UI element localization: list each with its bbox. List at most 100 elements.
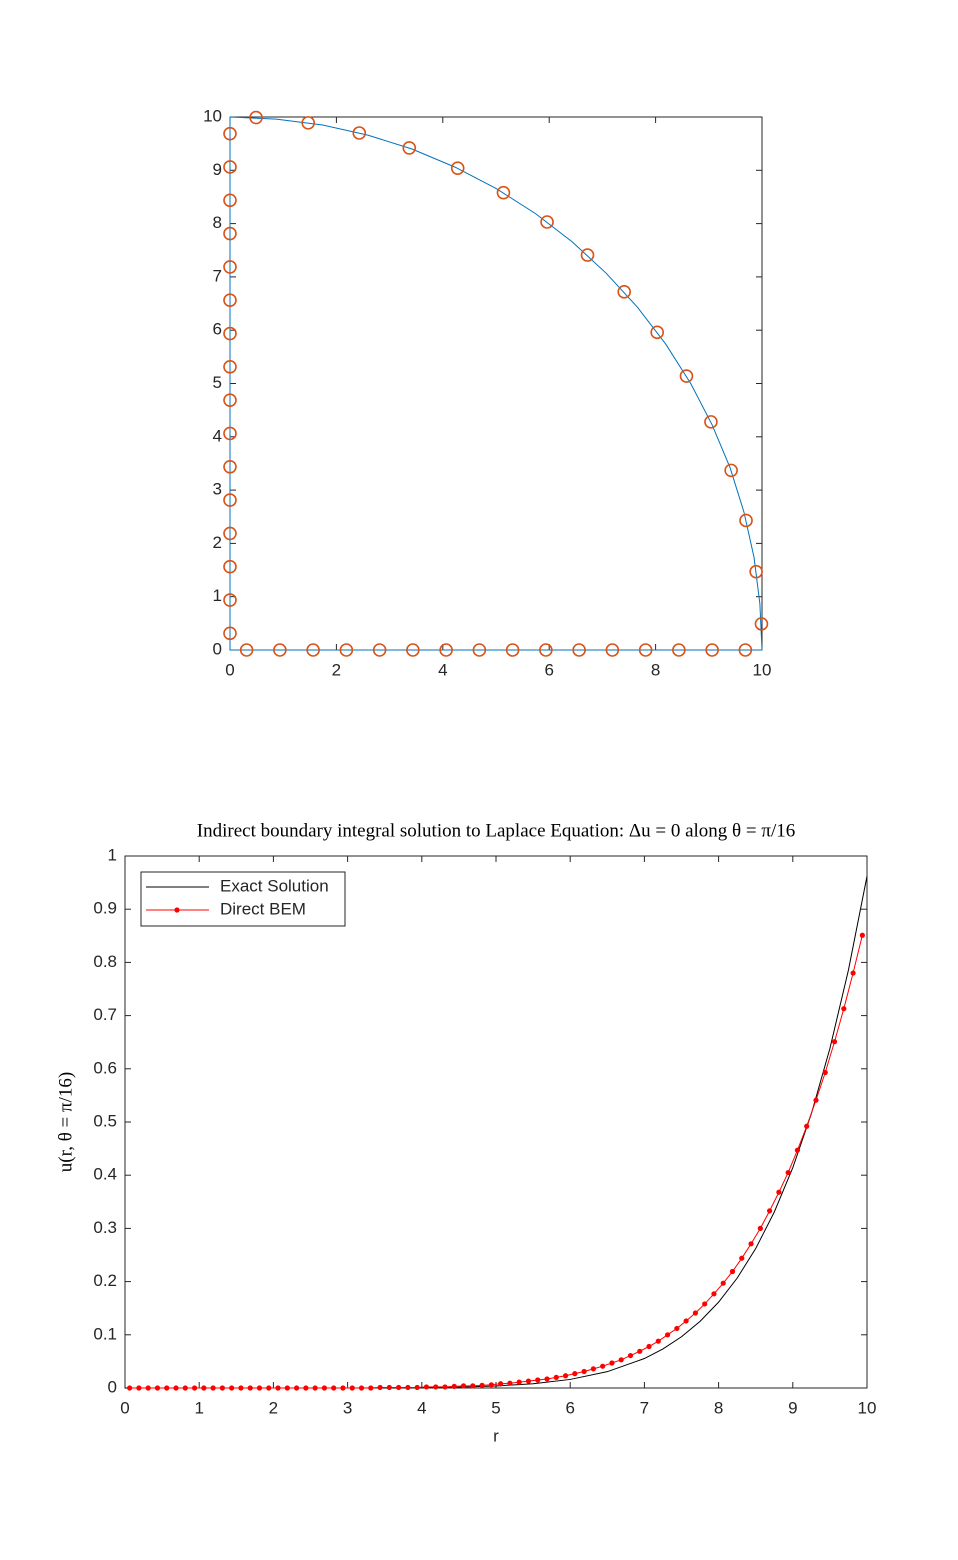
marker [210, 1385, 216, 1391]
x-tick-label: 10 [858, 1398, 877, 1417]
y-tick-label: 0.6 [93, 1058, 117, 1077]
marker [749, 564, 763, 579]
marker [705, 643, 719, 657]
marker [358, 1385, 365, 1391]
marker [372, 643, 387, 657]
marker [580, 248, 595, 262]
y-tick-label: 2 [213, 533, 222, 552]
marker [739, 513, 753, 528]
marker [284, 1385, 290, 1391]
marker [535, 1377, 541, 1383]
marker [617, 285, 632, 299]
marker [638, 643, 653, 657]
marker [729, 1268, 736, 1275]
marker [145, 1385, 151, 1391]
y-tick-label: 0 [213, 639, 222, 658]
marker [605, 643, 620, 657]
y-tick-label: 1 [108, 845, 117, 864]
marker [627, 1352, 634, 1359]
marker [377, 1384, 383, 1391]
x-tick-label: 8 [651, 660, 660, 679]
marker [822, 1069, 828, 1076]
marker [655, 1338, 661, 1344]
marker [352, 126, 367, 140]
marker [785, 1169, 791, 1176]
marker [674, 1325, 680, 1332]
marker [173, 1385, 179, 1391]
x-tick-label: 4 [417, 1398, 426, 1417]
marker [702, 1301, 708, 1307]
marker [136, 1385, 142, 1391]
marker [223, 559, 237, 574]
x-tick-label: 5 [491, 1398, 500, 1417]
marker [414, 1384, 420, 1391]
marker [540, 215, 554, 229]
marker [229, 1385, 235, 1391]
marker [451, 1383, 457, 1390]
plot-area [124, 855, 868, 1389]
marker [650, 325, 664, 340]
y-tick-label: 0.4 [93, 1165, 117, 1184]
marker [368, 1385, 374, 1391]
marker [748, 1241, 754, 1247]
plot-area [229, 116, 763, 651]
marker [239, 643, 254, 657]
marker [223, 526, 237, 541]
marker [191, 1385, 198, 1391]
y-tick-label: 0.3 [93, 1218, 117, 1237]
x-tick-label: 1 [194, 1398, 203, 1417]
marker [312, 1385, 318, 1391]
marker [720, 1280, 726, 1286]
y-tick-label: 6 [213, 320, 222, 339]
marker [164, 1385, 170, 1391]
marker [738, 643, 753, 657]
marker [711, 1291, 717, 1297]
marker [201, 1385, 207, 1391]
y-tick-label: 1 [213, 586, 222, 605]
subplot: 0 1 2 3 4 5 6 7 8 9 10 0 0.1 0.2 0.3 0.4 0.5 0.6 0.7 0.8 0.9… [55, 820, 876, 1445]
marker [767, 1208, 773, 1214]
marker [859, 932, 865, 938]
marker [223, 293, 237, 308]
y-tick-label: 0.7 [93, 1005, 117, 1024]
y-axis-label: u(r, θ = π/16) [55, 1072, 76, 1172]
y-tick-label: 0.2 [93, 1271, 117, 1290]
marker [321, 1385, 328, 1391]
marker [266, 1385, 272, 1391]
marker [600, 1363, 606, 1369]
marker [581, 1368, 587, 1375]
marker [450, 161, 465, 175]
marker [672, 643, 686, 657]
y-tick-label: 0.5 [93, 1111, 117, 1130]
marker [646, 1343, 652, 1350]
series-line [229, 116, 763, 651]
x-tick-label: 3 [343, 1398, 352, 1417]
marker [223, 393, 237, 407]
y-tick-label: 3 [213, 480, 222, 499]
marker [544, 1376, 550, 1382]
x-tick-label: 0 [225, 660, 234, 679]
marker [754, 617, 769, 631]
marker [386, 1384, 392, 1391]
marker [794, 1147, 801, 1153]
marker [223, 593, 237, 607]
marker [590, 1366, 596, 1372]
x-tick-label: 8 [714, 1398, 723, 1417]
x-tick-label: 6 [565, 1398, 574, 1417]
marker [442, 1384, 448, 1390]
marker [460, 1383, 467, 1389]
marker [223, 426, 237, 441]
marker [154, 1385, 161, 1391]
y-tick-label: 0 [108, 1377, 117, 1396]
marker [470, 1383, 476, 1389]
marker [223, 459, 237, 474]
marker [439, 643, 453, 657]
subplot: 0 2 4 6 8 10 0 1 2 3 4 5 6 7 8 9 10 [203, 106, 771, 679]
marker [664, 1332, 671, 1338]
marker [256, 1385, 263, 1391]
marker [776, 1189, 782, 1195]
y-tick-label: 5 [213, 373, 222, 392]
marker [724, 463, 738, 478]
x-tick-label: 2 [269, 1398, 278, 1417]
marker [479, 1382, 485, 1388]
